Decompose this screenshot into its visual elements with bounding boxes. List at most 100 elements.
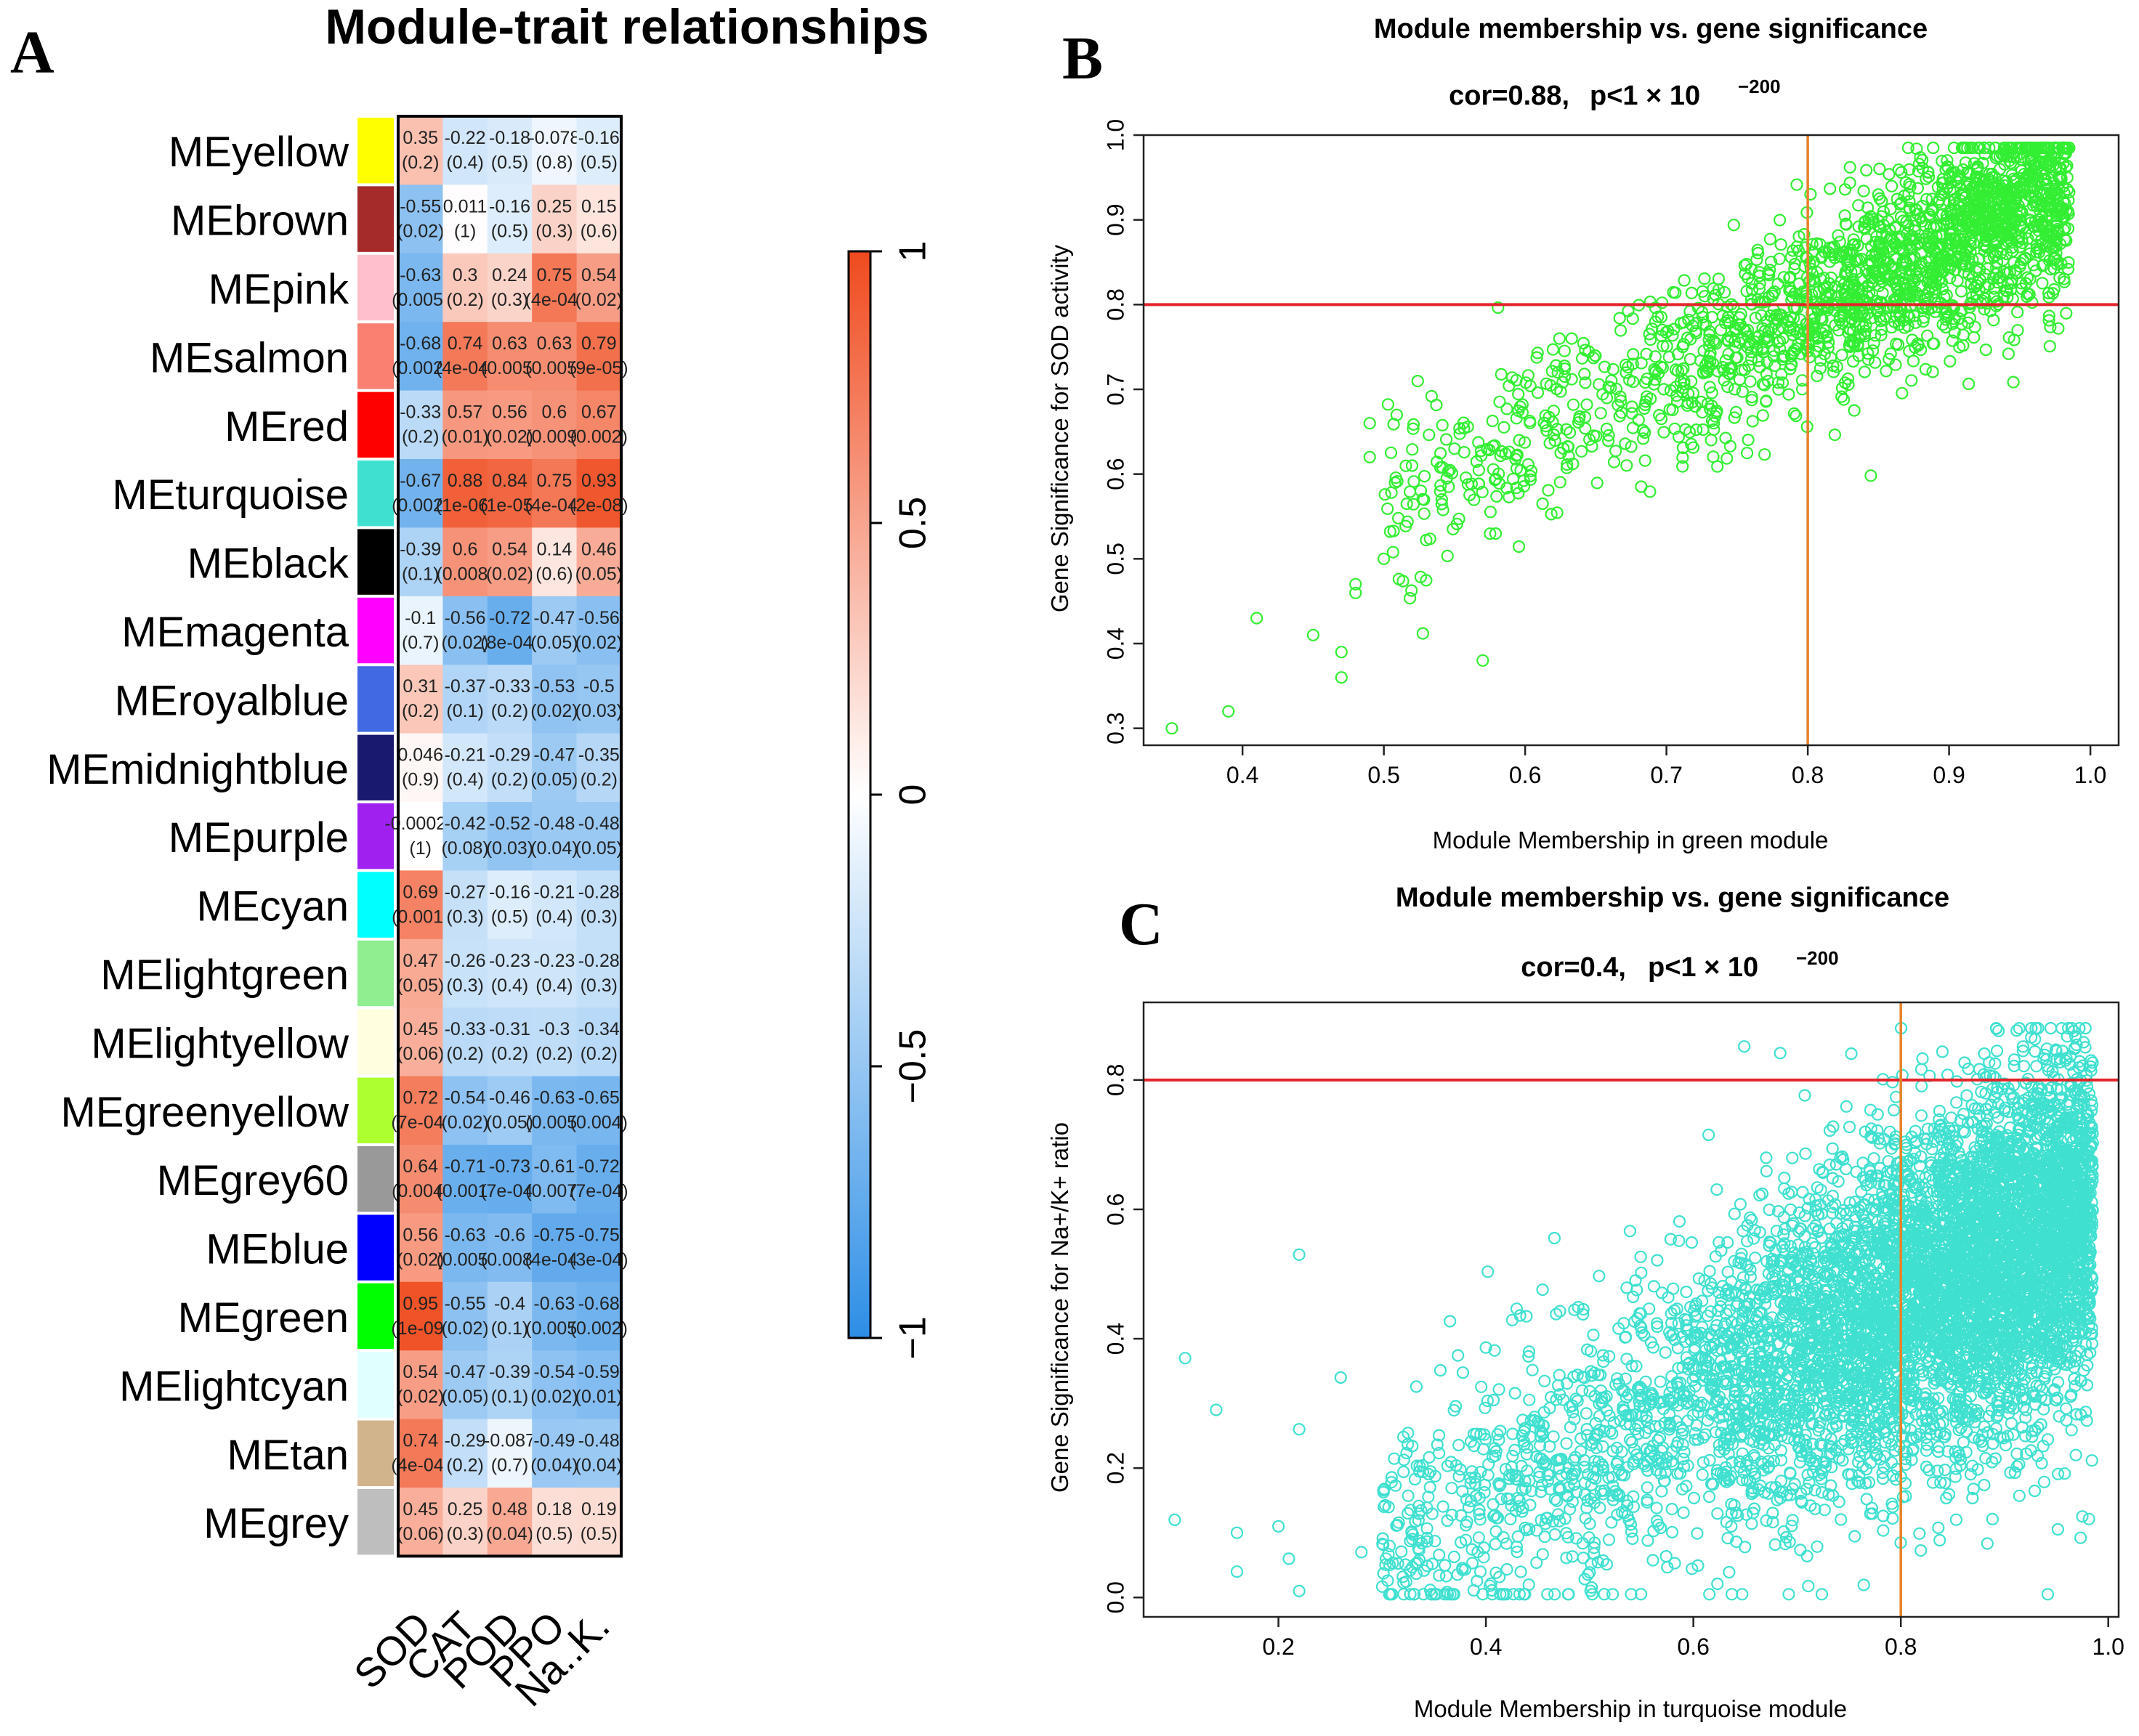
heatmap-colorbar: 10.50−0.5−1 bbox=[847, 241, 934, 1360]
scatter-point bbox=[1920, 1444, 1933, 1457]
scatter-point bbox=[1835, 349, 1848, 362]
scatter-point bbox=[1861, 201, 1875, 214]
heatmap-module-swatch bbox=[357, 803, 394, 869]
heatmap-module-swatch bbox=[357, 1214, 394, 1281]
scatter-point bbox=[1649, 350, 1662, 363]
scatter-point bbox=[1493, 395, 1506, 408]
scatter-point bbox=[1903, 203, 1917, 216]
scatter-point bbox=[1550, 506, 1564, 519]
heatmap-row-label: MEpurple bbox=[169, 814, 349, 861]
scatter-point bbox=[1721, 380, 1734, 394]
scatter-point bbox=[1721, 1236, 1734, 1249]
heatmap-cell bbox=[576, 1007, 622, 1077]
scatter-point bbox=[1864, 469, 1877, 482]
heatmap-cell-correlation: -0.63 bbox=[533, 1294, 575, 1314]
scatter-point bbox=[1959, 141, 1972, 155]
scatter-point bbox=[1657, 426, 1670, 439]
scatter-point bbox=[1541, 1588, 1554, 1601]
heatmap-panel: Module-trait relationships MEyellowMEbro… bbox=[46, 0, 934, 1715]
scatter-point bbox=[1962, 377, 1976, 391]
heatmap-cell bbox=[398, 390, 443, 460]
scatter-point bbox=[1643, 295, 1657, 309]
scatter-point bbox=[1420, 1559, 1434, 1573]
scatter-point bbox=[1589, 1472, 1602, 1485]
scatter-point bbox=[1768, 312, 1781, 325]
scatter-point bbox=[1644, 333, 1657, 346]
scatter-point bbox=[1752, 329, 1766, 342]
scatter-point bbox=[1391, 511, 1405, 525]
scatter-point bbox=[1696, 405, 1709, 419]
scatter-point bbox=[1939, 320, 1952, 334]
scatter-point bbox=[2021, 183, 2034, 196]
scatter-point bbox=[2055, 211, 2069, 224]
scatter-point bbox=[1703, 381, 1716, 394]
scatter-point bbox=[1489, 527, 1503, 540]
scatter-point bbox=[1641, 1496, 1654, 1509]
heatmap-cell-pvalue: (0.001) bbox=[436, 1181, 493, 1201]
heatmap-cell-pvalue: (0.5) bbox=[581, 153, 618, 173]
heatmap-cell bbox=[442, 184, 488, 254]
scatter-point bbox=[1903, 243, 1916, 256]
scatter-point bbox=[1436, 418, 1449, 432]
heatmap-cell bbox=[442, 1350, 488, 1420]
scatter-point bbox=[1574, 1432, 1588, 1445]
scatter-point bbox=[1561, 458, 1574, 471]
scatter-point bbox=[1874, 252, 1887, 265]
heatmap-cell-correlation: -0.16 bbox=[578, 128, 620, 148]
heatmap-cell bbox=[532, 390, 578, 460]
heatmap-cell bbox=[398, 665, 443, 734]
scatter-point bbox=[1566, 398, 1580, 411]
colorbar-gradient bbox=[847, 250, 872, 1339]
heatmap-cell-pvalue: (0.3) bbox=[446, 1524, 483, 1544]
scatter-point bbox=[1546, 343, 1559, 356]
scatter-point bbox=[1774, 1047, 1787, 1060]
scatter-point bbox=[2053, 238, 2067, 251]
scatter-point bbox=[1435, 498, 1448, 511]
scatter-point bbox=[1760, 368, 1773, 381]
heatmap-cell-pvalue: (0.2) bbox=[491, 770, 528, 790]
heatmap-cell bbox=[398, 527, 443, 597]
heatmap-cell-correlation: 0.24 bbox=[492, 265, 527, 285]
heatmap-cell-pvalue: (0.008) bbox=[436, 564, 493, 584]
scatter-point bbox=[1938, 187, 1951, 200]
scatter-point bbox=[2010, 1024, 2023, 1037]
scatter-point bbox=[1557, 442, 1570, 455]
scatter-point bbox=[1390, 408, 1404, 421]
heatmap-cell bbox=[442, 1488, 488, 1557]
scatter-point bbox=[1848, 404, 1861, 417]
scatter-c-title: Module membership vs. gene significance bbox=[1396, 883, 1949, 913]
heatmap-cell-pvalue: (0.2) bbox=[581, 1044, 618, 1064]
scatter-point bbox=[1495, 445, 1508, 458]
heatmap-cell bbox=[532, 1076, 578, 1145]
scatter-point bbox=[1611, 1372, 1624, 1385]
heatmap-cell-pvalue: (4e-04) bbox=[525, 290, 584, 310]
heatmap-cell-pvalue: (0.005) bbox=[392, 290, 449, 310]
heatmap-cell-pvalue: (0.02) bbox=[530, 1387, 578, 1407]
scatter-point bbox=[2042, 172, 2055, 185]
heatmap-cell-correlation: -0.35 bbox=[578, 745, 620, 766]
heatmap-cell-correlation: -0.28 bbox=[578, 951, 620, 971]
heatmap-row-labels: MEyellowMEbrownMEpinkMEsalmonMEredMEturq… bbox=[46, 129, 349, 1547]
scatter-point bbox=[1553, 332, 1566, 345]
scatter-point bbox=[1745, 283, 1759, 296]
scatter-point bbox=[1959, 252, 1972, 265]
scatter-point bbox=[1391, 1557, 1404, 1570]
heatmap-cell bbox=[487, 665, 533, 734]
scatter-point bbox=[1598, 1588, 1611, 1601]
scatter-point bbox=[1538, 1374, 1551, 1387]
scatter-point bbox=[1663, 403, 1676, 416]
scatter-point bbox=[1598, 360, 1612, 373]
scatter-point bbox=[1678, 274, 1691, 287]
scatter-point bbox=[1761, 374, 1775, 388]
scatter-point bbox=[1595, 1391, 1608, 1405]
scatter-point bbox=[1896, 254, 1909, 267]
scatter-point bbox=[1718, 286, 1731, 299]
scatter-point bbox=[1698, 272, 1711, 285]
scatter-point bbox=[1774, 1453, 1788, 1467]
scatter-point bbox=[1872, 188, 1885, 201]
scatter-point bbox=[1434, 447, 1447, 460]
scatter-point bbox=[1441, 1588, 1455, 1601]
heatmap-cell-correlation: -0.68 bbox=[400, 333, 441, 354]
scatter-point bbox=[1926, 365, 1939, 378]
scatter-point bbox=[1758, 295, 1772, 308]
